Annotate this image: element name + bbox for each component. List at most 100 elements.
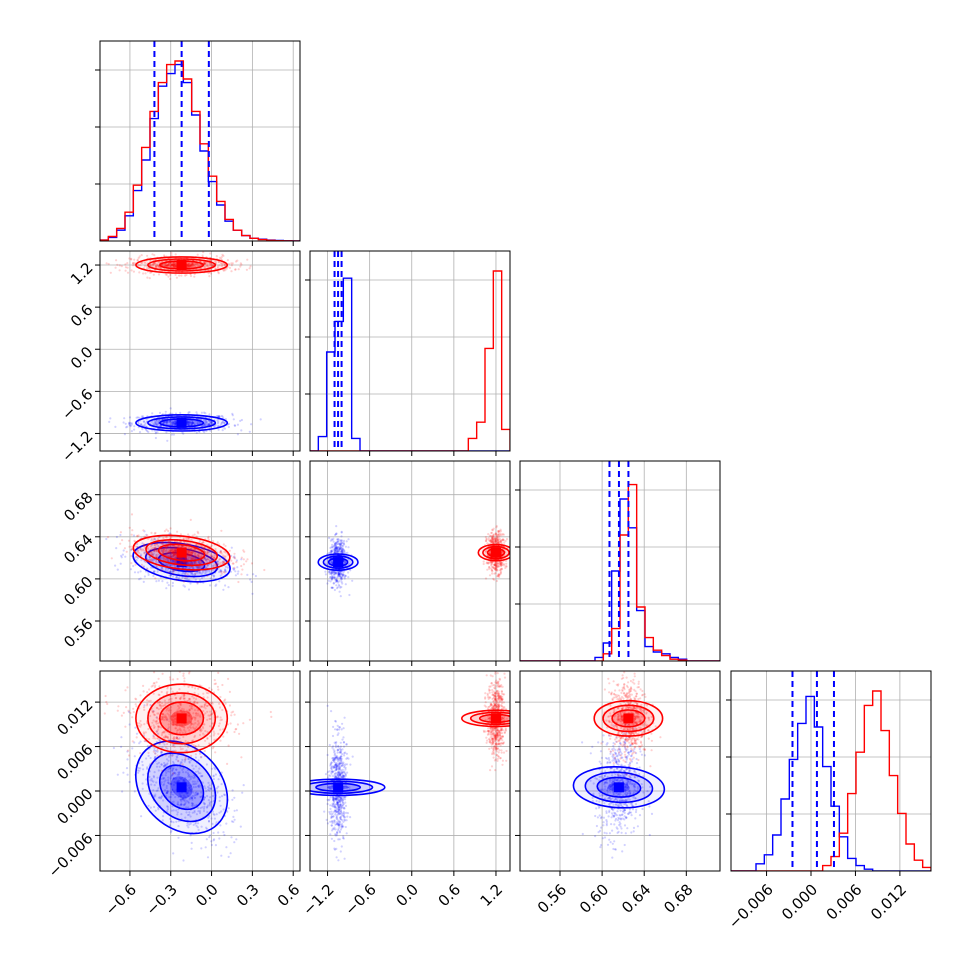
scatter-point (146, 429, 149, 433)
scatter-point (495, 566, 498, 569)
scatter-point (172, 569, 175, 573)
scatter-point (184, 801, 187, 804)
scatter-point (139, 740, 142, 743)
scatter-point (220, 795, 224, 798)
scatter-point (196, 422, 199, 425)
scatter-point (172, 551, 176, 554)
scatter-point (170, 420, 173, 423)
scatter-point (130, 548, 133, 552)
scatter-point (220, 423, 223, 426)
scatter-point (156, 553, 159, 557)
scatter-point (154, 543, 157, 546)
scatter-point (190, 263, 193, 266)
scatter-point (204, 421, 207, 424)
scatter-point (150, 539, 153, 542)
scatter-point (198, 811, 202, 815)
scatter-point (215, 568, 218, 571)
scatter-point (209, 560, 212, 563)
scatter-point (180, 274, 183, 277)
scatter-point (186, 573, 189, 576)
scatter-point (196, 571, 199, 574)
scatter-point (212, 557, 215, 560)
scatter-point (338, 548, 341, 551)
scatter-point (497, 540, 500, 544)
scatter-point (188, 811, 191, 814)
scatter-point (164, 410, 167, 413)
scatter-point (173, 714, 176, 717)
scatter-point (499, 569, 502, 572)
scatter-point (152, 422, 155, 425)
scatter-point (223, 427, 226, 430)
scatter-point (181, 797, 184, 800)
scatter-point (139, 264, 142, 267)
scatter-point (338, 574, 342, 577)
scatter-point (198, 714, 201, 717)
scatter-point (330, 549, 333, 552)
scatter-point (187, 533, 190, 536)
scatter-point (343, 574, 346, 577)
scatter-point (133, 539, 136, 543)
scatter-point (177, 820, 180, 823)
scatter-point (168, 532, 171, 535)
scatter-point (155, 549, 158, 552)
scatter-point (140, 423, 143, 426)
scatter-panel-2-0 (105, 513, 266, 595)
scatter-point (191, 423, 194, 426)
scatter-point (130, 513, 134, 516)
scatter-point (154, 432, 157, 435)
scatter-point (223, 421, 226, 425)
scatter-point (190, 562, 194, 565)
scatter-point (165, 265, 168, 268)
scatter-point (490, 563, 493, 566)
scatter-point (172, 264, 175, 267)
scatter-point (174, 749, 177, 752)
scatter-point (155, 716, 158, 719)
scatter-point (493, 578, 496, 581)
scatter-point (502, 563, 505, 566)
scatter-point (216, 791, 219, 794)
scatter-point (135, 705, 138, 708)
scatter-point (226, 731, 229, 734)
scatter-point (166, 263, 169, 266)
scatter-point (248, 267, 251, 270)
scatter-point (341, 573, 344, 576)
scatter-point (175, 737, 179, 740)
scatter-point (134, 563, 137, 566)
scatter-point (202, 424, 205, 428)
scatter-point (169, 407, 172, 410)
scatter-point (166, 564, 169, 567)
scatter-point (154, 431, 158, 434)
scatter-point (125, 767, 129, 770)
scatter-point (153, 784, 156, 787)
scatter-point (485, 561, 489, 564)
scatter-point (164, 273, 167, 276)
scatter-point (499, 540, 502, 543)
scatter-point (172, 777, 175, 780)
scatter-point (332, 537, 335, 540)
scatter-point (172, 777, 175, 780)
density-peak (176, 782, 187, 793)
scatter-point (334, 545, 337, 548)
scatter-point (240, 263, 243, 266)
scatter-point (143, 264, 146, 267)
scatter-point (212, 775, 215, 778)
scatter-point (153, 771, 156, 774)
scatter-point (494, 566, 497, 570)
scatter-point (153, 725, 156, 728)
scatter-point (176, 756, 179, 759)
scatter-point (236, 259, 239, 262)
scatter-point (159, 739, 162, 742)
scatter-point (214, 562, 217, 565)
scatter-point (217, 560, 220, 563)
scatter-point (172, 559, 175, 563)
scatter-point (174, 777, 177, 780)
scatter-point (207, 820, 211, 823)
panel-0-0 (100, 41, 300, 241)
scatter-point (487, 533, 490, 536)
scatter-point (137, 771, 140, 774)
scatter-point (190, 422, 194, 425)
scatter-point (160, 707, 163, 710)
scatter-point (133, 428, 136, 431)
scatter-point (338, 547, 341, 551)
scatter-point (334, 542, 337, 545)
